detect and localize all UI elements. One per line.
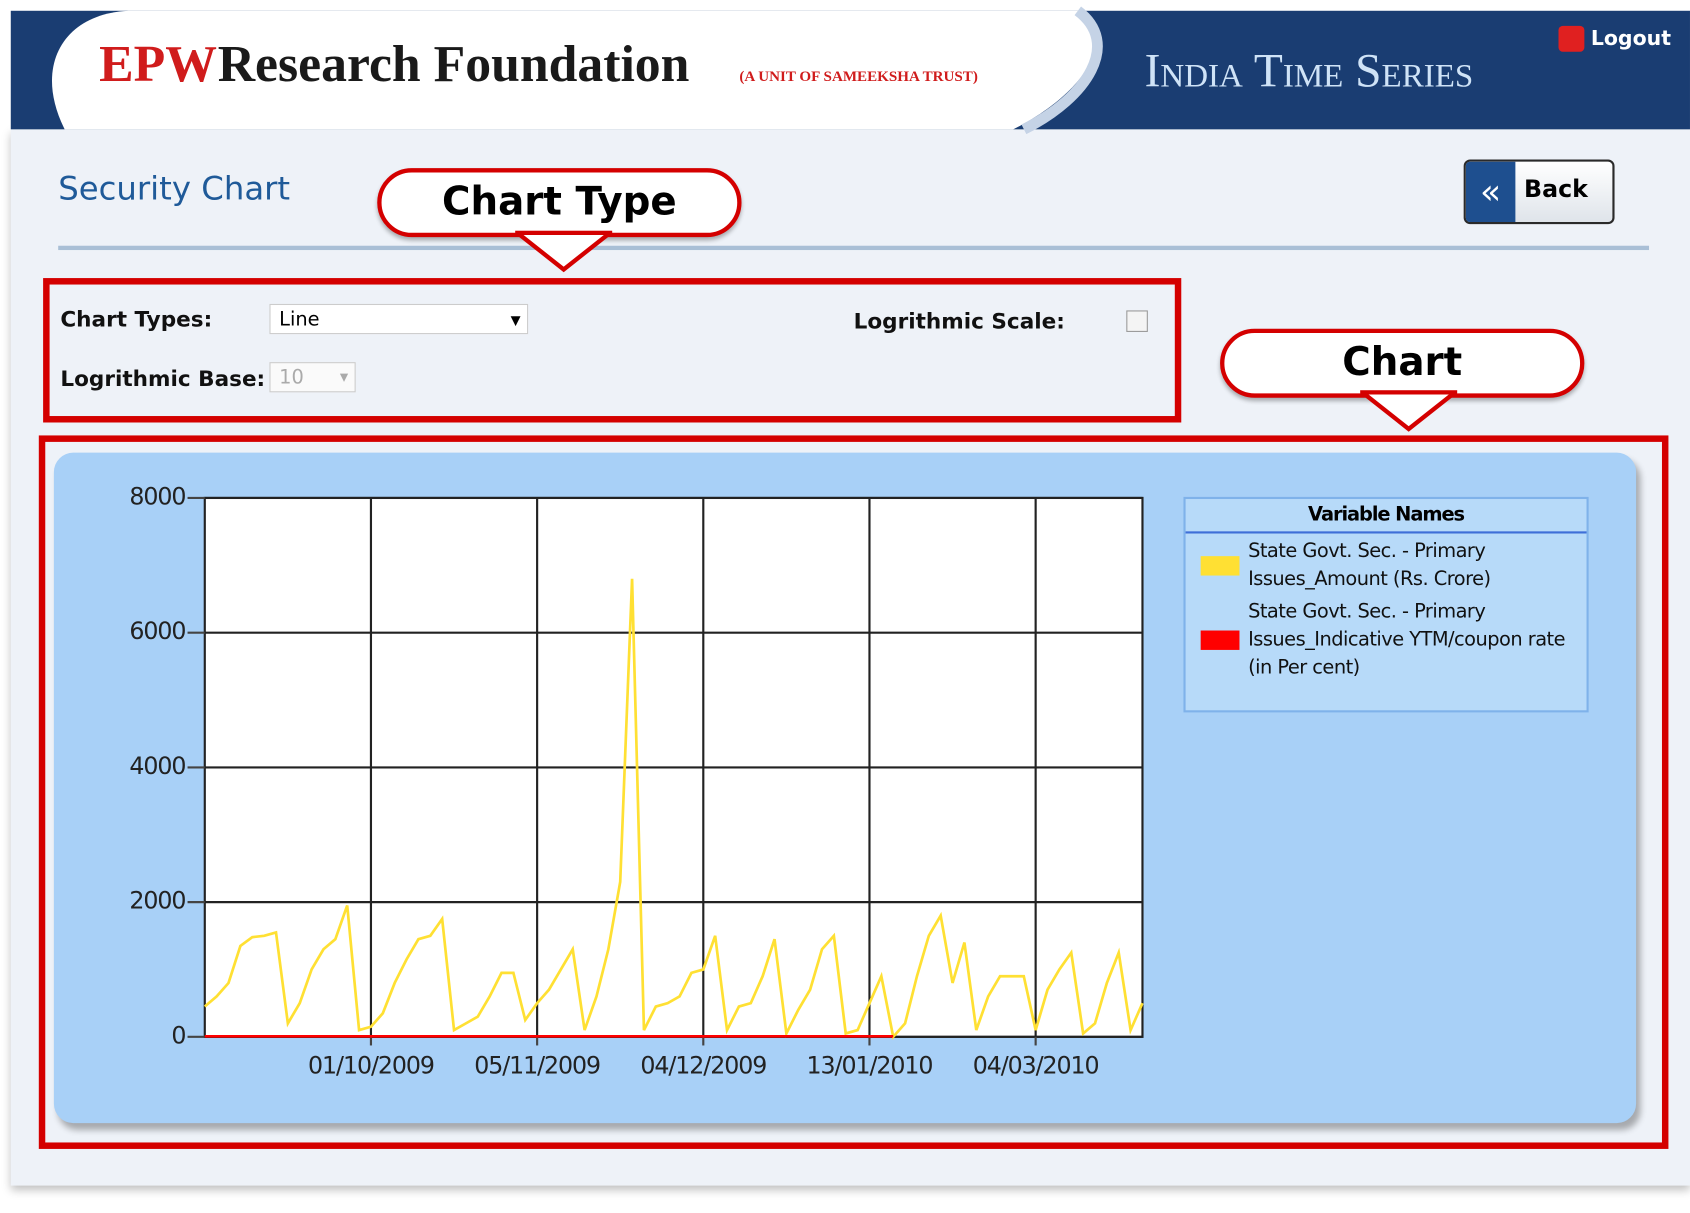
series-line [203,578,1144,1040]
chart-type-select[interactable]: Line ▼ [269,303,529,335]
chart-type-value[interactable]: Line [279,308,320,331]
chart-box [38,435,1669,1149]
legend-label: State Govt. Sec. - Primary Issues_Amount… [1248,539,1491,591]
log-base-select[interactable]: 10 ▼ [269,362,356,393]
brand: EPW [99,36,217,93]
header-curve [51,10,1096,130]
x-tick-label: 13/01/2010 [807,1052,933,1080]
controls-box [43,278,1182,423]
x-tick-label: 04/03/2010 [973,1052,1099,1080]
callout-arrow [515,230,613,273]
legend: Variable Names State Govt. Sec. - Primar… [1183,496,1589,713]
callout-arrow [1360,390,1458,432]
product-name: India Time Series [1145,45,1474,97]
page-title: Security Chart [58,170,291,209]
legend-item: State Govt. Sec. - Primary Issues_Amount… [1186,534,1587,594]
y-tick-label: 0 [171,1021,185,1049]
log-scale-label: Logrithmic Scale: [853,308,1065,335]
logout[interactable]: Logout [1591,26,1671,50]
log-base-label: Logrithmic Base: [60,365,266,392]
divider [58,245,1650,251]
x-tick-label: 01/10/2009 [308,1052,434,1080]
y-tick-label: 4000 [129,752,185,780]
x-tick-label: 05/11/2009 [474,1052,600,1080]
legend-items: State Govt. Sec. - Primary Issues_Amount… [1186,534,1587,683]
header-curve-edge [1021,6,1103,135]
x-tick-label: 04/12/2009 [640,1052,766,1080]
chart-types-label: Chart Types: [60,306,213,332]
back-label[interactable]: Back [1524,176,1588,204]
legend-label: State Govt. Sec. - Primary Issues_Indica… [1248,600,1566,680]
log-base-value[interactable]: 10 [279,366,304,390]
back-icon[interactable]: « [1465,161,1516,223]
y-tick-label: 2000 [129,887,185,915]
legend-item: State Govt. Sec. - Primary Issues_Indica… [1186,594,1587,682]
legend-swatch [1200,556,1240,576]
tagline: (A UNIT OF SAMEEKSHA TRUST) [739,69,978,85]
logout-icon[interactable] [1558,25,1585,52]
log-scale-checkbox[interactable] [1126,310,1148,332]
back-button[interactable]: « Back [1463,159,1615,225]
legend-swatch [1200,630,1240,650]
brand-name: Research Foundation [218,36,690,93]
callout-chart: Chart [1220,328,1585,398]
y-tick-label: 8000 [129,482,185,510]
legend-title: Variable Names [1185,499,1587,534]
y-tick-label: 6000 [129,617,185,645]
header: EPW Research Foundation (A UNIT OF SAMEE… [10,6,1690,135]
callout-chart-type: Chart Type [377,168,742,238]
